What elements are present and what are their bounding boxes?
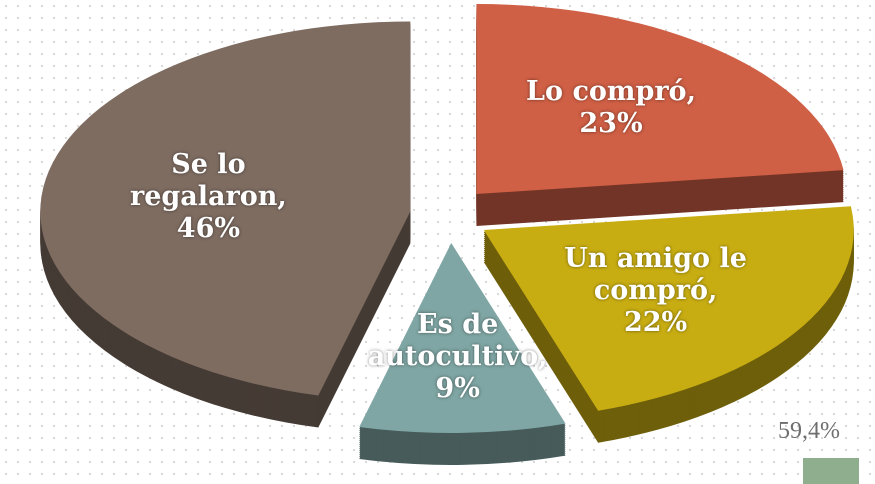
- value-label: 23%: [579, 108, 643, 140]
- slice-label: Se lo regalaron, 46%: [103, 149, 313, 245]
- annotation: 59,4%: [778, 418, 840, 444]
- category-label: Un amigo le compró,: [564, 243, 747, 307]
- legend-swatch: [803, 458, 859, 484]
- category-label: Se lo regalaron,: [130, 149, 287, 213]
- slice: [40, 21, 411, 396]
- slice-label: Es de autocultivo, 9%: [353, 309, 563, 405]
- slice-label: Lo compró, 23%: [506, 76, 716, 140]
- slice: [476, 3, 844, 194]
- category-label: Es de autocultivo,: [367, 308, 548, 372]
- slice: [483, 206, 854, 411]
- slice-label: Un amigo le compró, 22%: [551, 243, 761, 339]
- slice: [359, 242, 566, 433]
- value-label: 22%: [623, 307, 688, 339]
- category-label: Lo compró,: [526, 76, 696, 108]
- value-label: 9%: [435, 372, 480, 404]
- value-label: 46%: [176, 213, 241, 245]
